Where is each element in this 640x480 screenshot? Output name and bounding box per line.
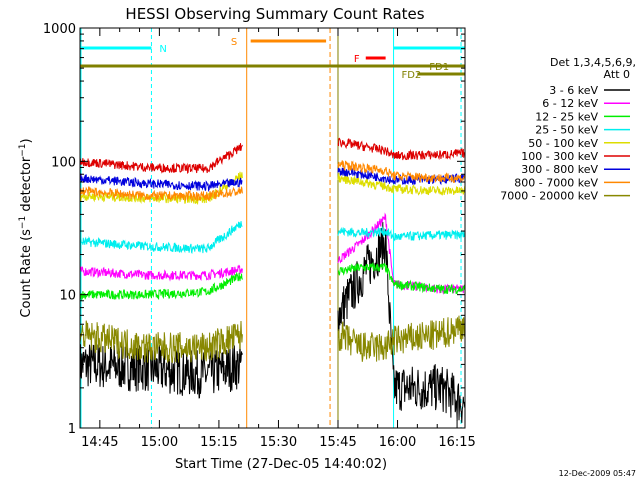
series-trace-3-a xyxy=(79,271,243,302)
x-tick-label: 16:15 xyxy=(438,435,475,450)
legend-entry-label: 6 - 12 keV xyxy=(542,97,598,110)
y-axis-label: Count Rate (s−1 detector−1) xyxy=(18,138,34,317)
chart-title: HESSI Observing Summary Count Rates xyxy=(125,5,424,23)
series-trace-4-a xyxy=(79,221,243,255)
x-axis-label: Start Time (27-Dec-05 14:40:02) xyxy=(175,457,387,472)
series-trace-3-b xyxy=(338,261,466,295)
x-tick-label: 16:00 xyxy=(379,435,416,450)
legend-entry-label: 800 - 7000 keV xyxy=(514,176,598,189)
plot-frame xyxy=(79,27,466,429)
series-trace-7-a xyxy=(79,173,243,193)
series-trace-5-a xyxy=(79,171,243,205)
series-trace-8-a xyxy=(79,186,243,202)
x-tick-label: 15:00 xyxy=(141,435,178,450)
x-axis: 14:45 15:00 15:15 15:30 15:45 16:00 16:15 xyxy=(81,28,476,450)
series-trace-8-b xyxy=(337,160,466,184)
y-tick-label: 1 xyxy=(68,422,76,437)
legend-header-line-1: Det 1,3,4,5,6,9, xyxy=(550,56,636,69)
legend-entry-label: 3 - 6 keV xyxy=(549,84,598,97)
legend-entry-label: 100 - 300 keV xyxy=(521,150,598,163)
series-trace-9-a xyxy=(79,320,243,364)
series-trace-9-b xyxy=(337,315,466,362)
y-axis: 1 10 100 1000 xyxy=(43,22,465,437)
legend-entry-label: 25 - 50 keV xyxy=(535,124,598,137)
legend-entry-label: 50 - 100 keV xyxy=(528,137,598,150)
flag-label-n: N xyxy=(159,44,166,55)
legend-entry-label: 7000 - 20000 keV xyxy=(500,190,598,203)
footer-date: 12-Dec-2009 05:47 xyxy=(559,469,636,478)
x-tick-label: 14:45 xyxy=(81,435,118,450)
legend-entry-label: 300 - 800 keV xyxy=(521,163,598,176)
flag-label-fd2: FD2 xyxy=(401,70,421,81)
plot-area: N S F FD1 FD2 xyxy=(79,28,466,428)
series-trace-6-a xyxy=(79,143,243,175)
flag-label-s: S xyxy=(231,37,237,48)
x-tick-label: 15:15 xyxy=(200,435,237,450)
series-trace-7-b xyxy=(337,166,465,186)
flag-label-f: F xyxy=(354,54,360,65)
x-tick-label: 15:45 xyxy=(319,435,356,450)
legend-header-line-2: Att 0 xyxy=(604,68,630,81)
x-tick-label: 15:30 xyxy=(260,435,297,450)
y-tick-label: 100 xyxy=(51,155,76,170)
series-trace-4-b xyxy=(337,226,466,242)
flag-label-fd1: FD1 xyxy=(429,62,449,73)
series-trace-6-b xyxy=(337,137,466,161)
series-trace-5-b xyxy=(337,172,466,196)
y-tick-label: 1000 xyxy=(43,22,76,37)
series-trace-2-a xyxy=(79,264,243,282)
series-trace-1-a xyxy=(79,342,243,399)
y-tick-label: 10 xyxy=(59,289,76,304)
legend-entry-label: 12 - 25 keV xyxy=(535,110,598,123)
series-trace-1-b xyxy=(337,221,466,423)
